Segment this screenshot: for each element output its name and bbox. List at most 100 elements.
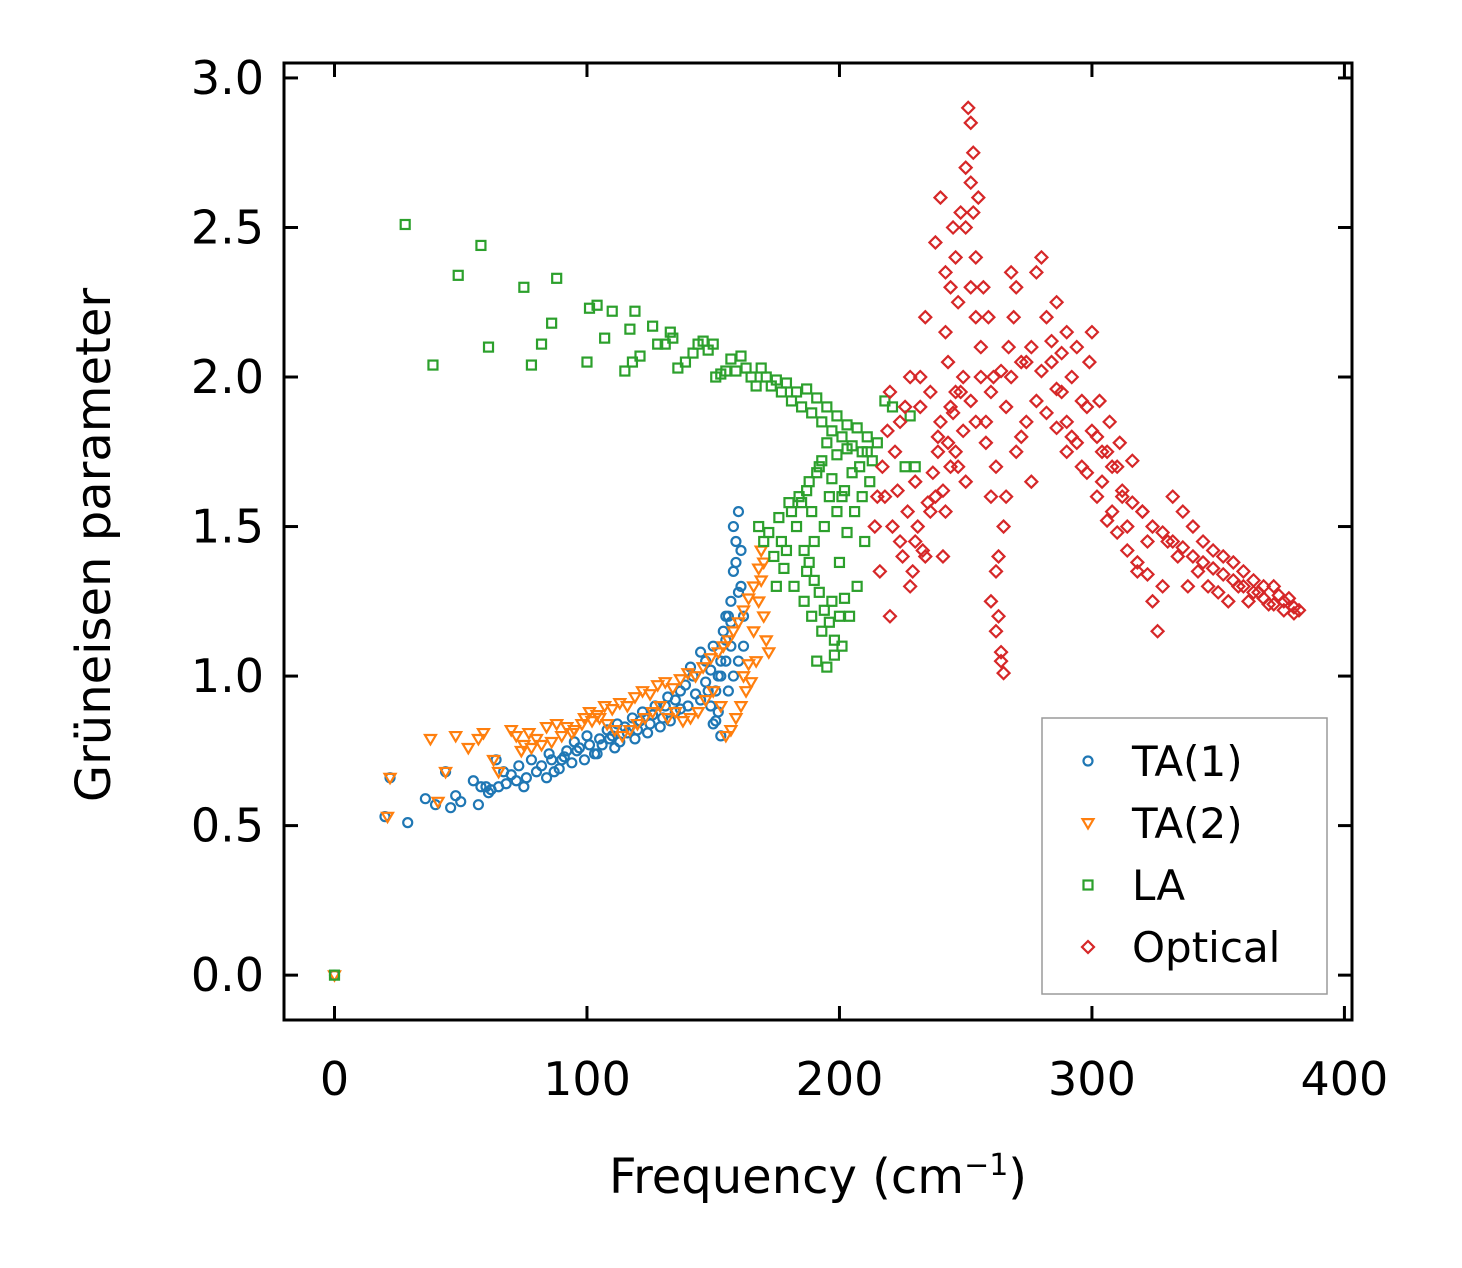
data-point: [874, 459, 890, 475]
data-point: [851, 580, 863, 592]
legend-item: TA(1): [1082, 737, 1243, 786]
data-point: [1084, 324, 1100, 340]
data-point: [1114, 489, 1130, 505]
data-point: [521, 727, 537, 741]
data-point: [460, 742, 476, 756]
data-point: [806, 407, 818, 419]
data-point: [382, 772, 398, 786]
data-point: [753, 545, 769, 559]
data-point: [475, 239, 487, 252]
data-point: [932, 414, 949, 430]
data-point: [583, 739, 596, 751]
data-point: [838, 592, 851, 604]
data-point: [963, 115, 979, 131]
data-point: [1033, 249, 1050, 265]
data-point: [833, 556, 846, 569]
data-point: [652, 701, 668, 714]
data-point: [730, 556, 742, 569]
data-point: [841, 443, 853, 455]
series-ta-1-: [328, 505, 750, 981]
data-point: [780, 544, 793, 557]
data-point: [733, 701, 749, 714]
data-point: [988, 563, 1004, 579]
plot-frame: [282, 61, 1354, 1022]
data-point: [470, 733, 486, 747]
data-point: [798, 544, 810, 557]
data-point: [723, 724, 739, 738]
data-point: [968, 249, 984, 265]
data-point: [1235, 578, 1251, 594]
data-point: [983, 593, 999, 609]
data-point: [328, 969, 341, 981]
data-point: [659, 338, 671, 350]
data-point: [871, 437, 883, 449]
data-point: [660, 712, 676, 726]
data-point: [486, 754, 501, 768]
data-point: [808, 574, 820, 586]
data-point: [476, 727, 491, 741]
data-point: [920, 495, 936, 511]
data-point: [627, 692, 643, 705]
data-point: [525, 754, 538, 766]
data-point: [591, 299, 603, 311]
data-point: [1286, 605, 1302, 621]
data-point: [688, 671, 703, 684]
data-point: [539, 721, 555, 735]
data-point: [988, 623, 1004, 639]
data-point: [753, 520, 765, 533]
data-point: [574, 718, 590, 732]
legend-marker: [1080, 818, 1096, 831]
data-point: [1235, 563, 1251, 579]
data-point: [843, 610, 856, 622]
data-point: [544, 736, 560, 750]
data-point: [720, 635, 736, 648]
data-point: [1109, 459, 1125, 475]
data-point: [475, 781, 487, 793]
axes-frame: [282, 61, 1354, 1022]
data-point: [1134, 504, 1150, 520]
data-point: [727, 520, 740, 533]
data-point: [654, 721, 666, 733]
data-point: [811, 467, 823, 479]
data-point: [988, 459, 1004, 475]
data-point: [973, 369, 989, 385]
data-point: [861, 431, 873, 443]
data-point: [826, 595, 838, 607]
data-point: [1220, 593, 1236, 609]
data-point: [624, 323, 636, 335]
data-point: [867, 518, 883, 535]
data-point: [892, 533, 908, 550]
data-point: [657, 677, 673, 690]
data-point: [1165, 533, 1181, 550]
y-tick-label: 1.0: [191, 649, 264, 703]
data-point: [948, 444, 964, 460]
data-point: [953, 204, 969, 221]
data-point: [553, 763, 565, 775]
data-point: [975, 279, 991, 295]
data-point: [705, 686, 721, 699]
x-axis-label-main: Frequency (cm: [609, 1149, 964, 1205]
data-point: [727, 565, 740, 578]
data-point: [760, 371, 772, 383]
data-point: [955, 423, 971, 439]
data-point: [1028, 393, 1044, 409]
data-point: [518, 281, 530, 293]
data-point: [647, 320, 659, 332]
data-point: [1008, 279, 1024, 295]
data-point: [596, 739, 608, 751]
data-point: [963, 393, 979, 409]
x-tick-label: 200: [796, 1052, 884, 1106]
data-point: [535, 338, 548, 350]
data-point: [983, 489, 999, 505]
data-point: [831, 410, 843, 422]
data-point: [1205, 542, 1221, 559]
data-point: [730, 535, 742, 548]
data-point: [609, 742, 621, 754]
data-point: [816, 625, 828, 637]
data-point: [1049, 294, 1065, 310]
data-point: [1139, 533, 1156, 550]
data-point: [927, 489, 943, 505]
data-point: [402, 817, 414, 829]
data-point: [841, 419, 853, 431]
data-point: [1124, 495, 1140, 511]
